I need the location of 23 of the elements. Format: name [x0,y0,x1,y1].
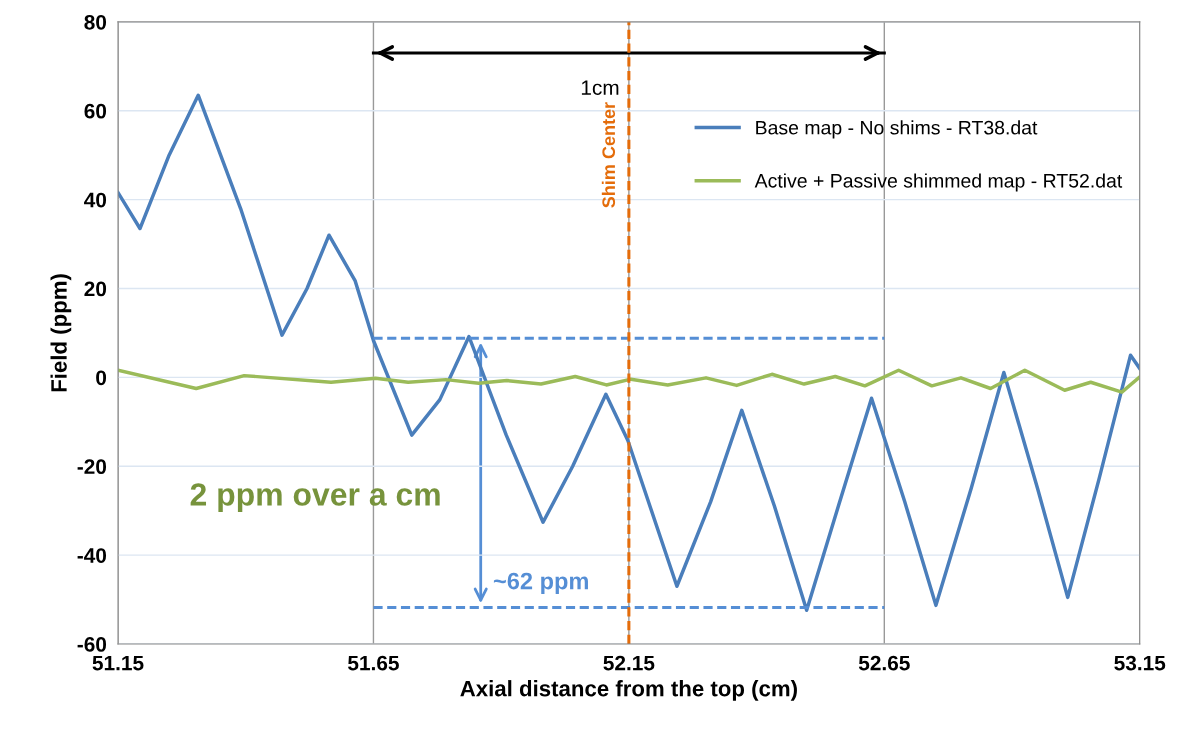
y-tick-label: 0 [96,370,107,386]
y-tick-label: 80 [84,14,107,30]
x-tick-label: 52.15 [603,655,655,671]
legend-label: Active + Passive shimmed map - RT52.dat [754,173,1123,192]
annotation: 1cm [581,80,619,96]
y-tick-label: 40 [84,192,107,208]
y-tick-label: 20 [84,281,107,297]
y-tick-label: -60 [77,637,107,652]
ref-line-label: Shim Center [601,102,616,208]
x-tick-label: 51.65 [348,655,399,671]
y-tick-label: -20 [77,459,107,475]
x-axis-title: Axial distance from the top (cm) [460,680,797,701]
x-tick-label: 53.15 [1114,655,1166,671]
annotation: 2 ppm over a cm [190,483,440,513]
y-tick-label: 60 [84,103,107,119]
x-tick-label: 52.65 [858,655,910,671]
y-tick-label: -40 [77,548,107,563]
x-tick-label: 51.15 [92,655,144,671]
legend-label: Base map - No shims - RT38.dat [756,120,1038,139]
annotation: ~62 ppm [493,572,588,595]
line-series [118,93,1140,612]
y-axis-title: Field (ppm) [50,274,72,392]
line-series [118,368,1140,394]
